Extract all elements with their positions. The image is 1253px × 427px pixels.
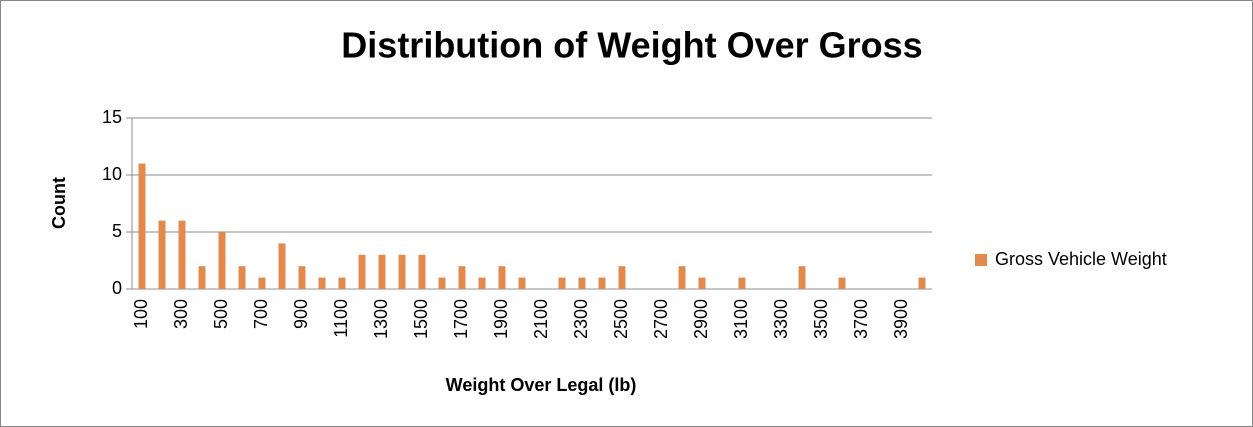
bar	[238, 266, 246, 289]
bar	[478, 277, 486, 289]
x-tick-label: 2900	[691, 299, 711, 339]
x-tick-label: 1500	[411, 299, 431, 339]
y-tick-label: 5	[112, 221, 122, 241]
x-axis-title: Weight Over Legal (lb)	[446, 375, 637, 395]
legend-label: Gross Vehicle Weight	[995, 249, 1167, 269]
bar	[318, 277, 326, 289]
bar	[698, 277, 706, 289]
bar	[598, 277, 606, 289]
x-tick-label: 1700	[451, 299, 471, 339]
x-tick-label: 300	[171, 299, 191, 329]
y-axis-title: Count	[49, 177, 69, 229]
x-tick-label: 3500	[811, 299, 831, 339]
bar	[258, 277, 266, 289]
bar	[138, 163, 146, 289]
bar	[358, 254, 366, 289]
bar	[798, 266, 806, 289]
y-tick-label: 15	[102, 107, 122, 127]
bar	[838, 277, 846, 289]
bar	[278, 243, 286, 289]
x-tick-label: 700	[251, 299, 271, 329]
x-tick-label: 500	[211, 299, 231, 329]
x-tick-label: 2500	[611, 299, 631, 339]
x-tick-label: 3700	[851, 299, 871, 339]
x-tick-label: 3100	[731, 299, 751, 339]
bar	[458, 266, 466, 289]
bar	[218, 232, 226, 289]
bar	[158, 220, 166, 289]
bar	[178, 220, 186, 289]
bar	[498, 266, 506, 289]
bar	[298, 266, 306, 289]
bar	[418, 254, 426, 289]
y-tick-label: 0	[112, 278, 122, 298]
bar	[918, 277, 926, 289]
bar	[378, 254, 386, 289]
bar	[198, 266, 206, 289]
bar	[518, 277, 526, 289]
x-tick-label: 3900	[891, 299, 911, 339]
chart-title: Distribution of Weight Over Gross	[341, 25, 922, 66]
x-tick-label: 1900	[491, 299, 511, 339]
legend-swatch	[975, 254, 987, 266]
x-tick-label: 1300	[371, 299, 391, 339]
bar	[338, 277, 346, 289]
bar	[738, 277, 746, 289]
x-tick-label: 2300	[571, 299, 591, 339]
x-tick-label: 2700	[651, 299, 671, 339]
bar	[618, 266, 626, 289]
x-tick-label: 2100	[531, 299, 551, 339]
bar	[398, 254, 406, 289]
x-tick-label: 1100	[331, 299, 351, 338]
bar	[678, 266, 686, 289]
x-tick-label: 100	[131, 299, 151, 329]
bar	[438, 277, 446, 289]
x-tick-label: 3300	[771, 299, 791, 339]
x-tick-label: 900	[291, 299, 311, 329]
y-tick-label: 10	[102, 164, 122, 184]
bar	[578, 277, 586, 289]
bar	[558, 277, 566, 289]
